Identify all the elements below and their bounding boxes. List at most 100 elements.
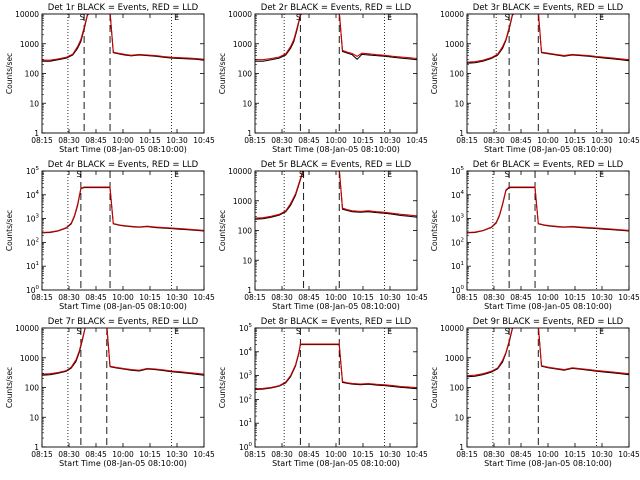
panel-title: Det 5r BLACK = Events, RED = LLD bbox=[261, 160, 412, 170]
start-marker: S bbox=[296, 327, 301, 336]
plot-frame bbox=[254, 13, 418, 134]
series-line-events bbox=[42, 187, 204, 234]
x-tick-label: 10:00 bbox=[325, 293, 347, 302]
y-tick-label: 100 bbox=[26, 285, 40, 295]
curves bbox=[255, 14, 417, 62]
series-line-lld bbox=[467, 14, 629, 63]
y-tick-label: 102 bbox=[239, 394, 252, 404]
x-tick-label: 10:45 bbox=[618, 450, 640, 459]
y-tick-label: 10000 bbox=[440, 324, 464, 333]
detector-panel-2: Det 2r BLACK = Events, RED = LLDSE110100… bbox=[218, 3, 428, 154]
x-tick-label: 08:30 bbox=[271, 293, 293, 302]
y-tick-label: 104 bbox=[26, 190, 40, 200]
y-tick-label: 102 bbox=[451, 237, 464, 247]
y-tick-label: 105 bbox=[451, 166, 465, 176]
start-marker: S bbox=[80, 13, 85, 22]
series-line-lld bbox=[467, 328, 629, 377]
y-tick-label: 10000 bbox=[228, 167, 252, 176]
curves bbox=[255, 171, 417, 220]
series-line-lld bbox=[255, 343, 417, 390]
y-tick-label: 102 bbox=[26, 237, 39, 247]
y-tick-label: 100 bbox=[238, 70, 253, 79]
start-marker: S bbox=[296, 13, 301, 22]
y-axis-title: Counts/sec bbox=[430, 367, 439, 408]
x-tick-label: 10:00 bbox=[537, 293, 559, 302]
x-tick-label: 10:15 bbox=[564, 136, 586, 145]
series-line-events bbox=[255, 171, 417, 220]
y-tick-label: 100 bbox=[25, 70, 40, 79]
x-tick-label: 10:15 bbox=[564, 450, 586, 459]
y-tick-label: 10 bbox=[454, 99, 464, 108]
x-tick-label: 10:15 bbox=[352, 136, 374, 145]
y-tick-label: 10000 bbox=[15, 10, 39, 19]
panel-title: Det 3r BLACK = Events, RED = LLD bbox=[473, 3, 624, 13]
y-tick-label: 1000 bbox=[233, 197, 252, 206]
x-tick-label: 08:45 bbox=[85, 136, 107, 145]
y-tick-label: 10 bbox=[29, 413, 39, 422]
y-axis-title: Counts/sec bbox=[218, 53, 227, 94]
x-tick-label: 08:30 bbox=[58, 136, 80, 145]
detector-panel-4: Det 4r BLACK = Events, RED = LLDSE100101… bbox=[5, 160, 215, 311]
panel-title: Det 7r BLACK = Events, RED = LLD bbox=[48, 317, 199, 327]
x-tick-label: 10:30 bbox=[591, 450, 613, 459]
x-axis-title: Start Time (08-Jan-05 08:10:00) bbox=[272, 302, 400, 311]
series-line-events bbox=[467, 14, 629, 64]
x-tick-label: 08:15 bbox=[244, 136, 266, 145]
start-marker: S bbox=[505, 170, 510, 179]
x-tick-label: 10:00 bbox=[112, 136, 134, 145]
x-tick-label: 08:30 bbox=[483, 293, 505, 302]
y-tick-label: 100 bbox=[239, 442, 253, 452]
detector-panel-8: Det 8r BLACK = Events, RED = LLDSE100101… bbox=[218, 317, 428, 468]
detector-panel-6: Det 6r BLACK = Events, RED = LLDSE100101… bbox=[430, 160, 640, 311]
y-axis-title: Counts/sec bbox=[430, 53, 439, 94]
x-tick-label: 10:30 bbox=[591, 293, 613, 302]
series-line-events bbox=[42, 14, 204, 62]
y-tick-label: 10 bbox=[242, 256, 252, 265]
y-tick-label: 10000 bbox=[228, 10, 252, 19]
y-axis-title: Counts/sec bbox=[5, 367, 14, 408]
x-tick-label: 08:45 bbox=[510, 293, 532, 302]
x-axis-title: Start Time (08-Jan-05 08:10:00) bbox=[59, 302, 187, 311]
y-tick-label: 1 bbox=[34, 129, 39, 138]
x-tick-label: 10:15 bbox=[352, 293, 374, 302]
series-line-events bbox=[42, 328, 204, 376]
x-tick-label: 10:30 bbox=[379, 293, 401, 302]
x-tick-label: 08:45 bbox=[298, 136, 320, 145]
y-tick-label: 101 bbox=[239, 418, 252, 428]
y-tick-label: 1 bbox=[247, 286, 252, 295]
y-tick-label: 10 bbox=[29, 99, 39, 108]
y-tick-label: 103 bbox=[26, 214, 40, 224]
x-axis-title: Start Time (08-Jan-05 08:10:00) bbox=[484, 302, 612, 311]
x-tick-label: 08:30 bbox=[271, 136, 293, 145]
x-tick-label: 10:30 bbox=[166, 450, 188, 459]
y-axis-title: Counts/sec bbox=[5, 210, 14, 251]
x-tick-label: 08:45 bbox=[510, 450, 532, 459]
x-tick-label: 10:30 bbox=[379, 450, 401, 459]
x-tick-label: 10:45 bbox=[406, 293, 428, 302]
y-tick-label: 103 bbox=[451, 214, 465, 224]
y-tick-label: 10000 bbox=[15, 324, 39, 333]
x-tick-label: 10:30 bbox=[591, 136, 613, 145]
x-axis-title: Start Time (08-Jan-05 08:10:00) bbox=[59, 459, 187, 468]
x-tick-label: 08:45 bbox=[510, 136, 532, 145]
x-tick-label: 10:45 bbox=[193, 136, 215, 145]
plot-frame bbox=[466, 13, 630, 134]
x-tick-label: 10:15 bbox=[139, 136, 161, 145]
series-line-lld bbox=[42, 328, 204, 375]
x-tick-label: 08:15 bbox=[456, 136, 478, 145]
series-line-lld bbox=[255, 171, 417, 219]
x-tick-label: 08:30 bbox=[483, 450, 505, 459]
y-tick-label: 101 bbox=[26, 261, 39, 271]
x-tick-label: 10:30 bbox=[379, 136, 401, 145]
y-tick-label: 1000 bbox=[233, 40, 252, 49]
y-tick-label: 1000 bbox=[20, 40, 39, 49]
x-tick-label: 08:30 bbox=[58, 450, 80, 459]
panel-title: Det 6r BLACK = Events, RED = LLD bbox=[473, 160, 624, 170]
y-tick-label: 10 bbox=[454, 413, 464, 422]
y-tick-label: 1 bbox=[34, 443, 39, 452]
panel-title: Det 2r BLACK = Events, RED = LLD bbox=[261, 3, 412, 13]
x-tick-label: 08:30 bbox=[271, 450, 293, 459]
y-axis-title: Counts/sec bbox=[430, 210, 439, 251]
start-marker: S bbox=[76, 170, 81, 179]
y-tick-label: 10 bbox=[242, 99, 252, 108]
